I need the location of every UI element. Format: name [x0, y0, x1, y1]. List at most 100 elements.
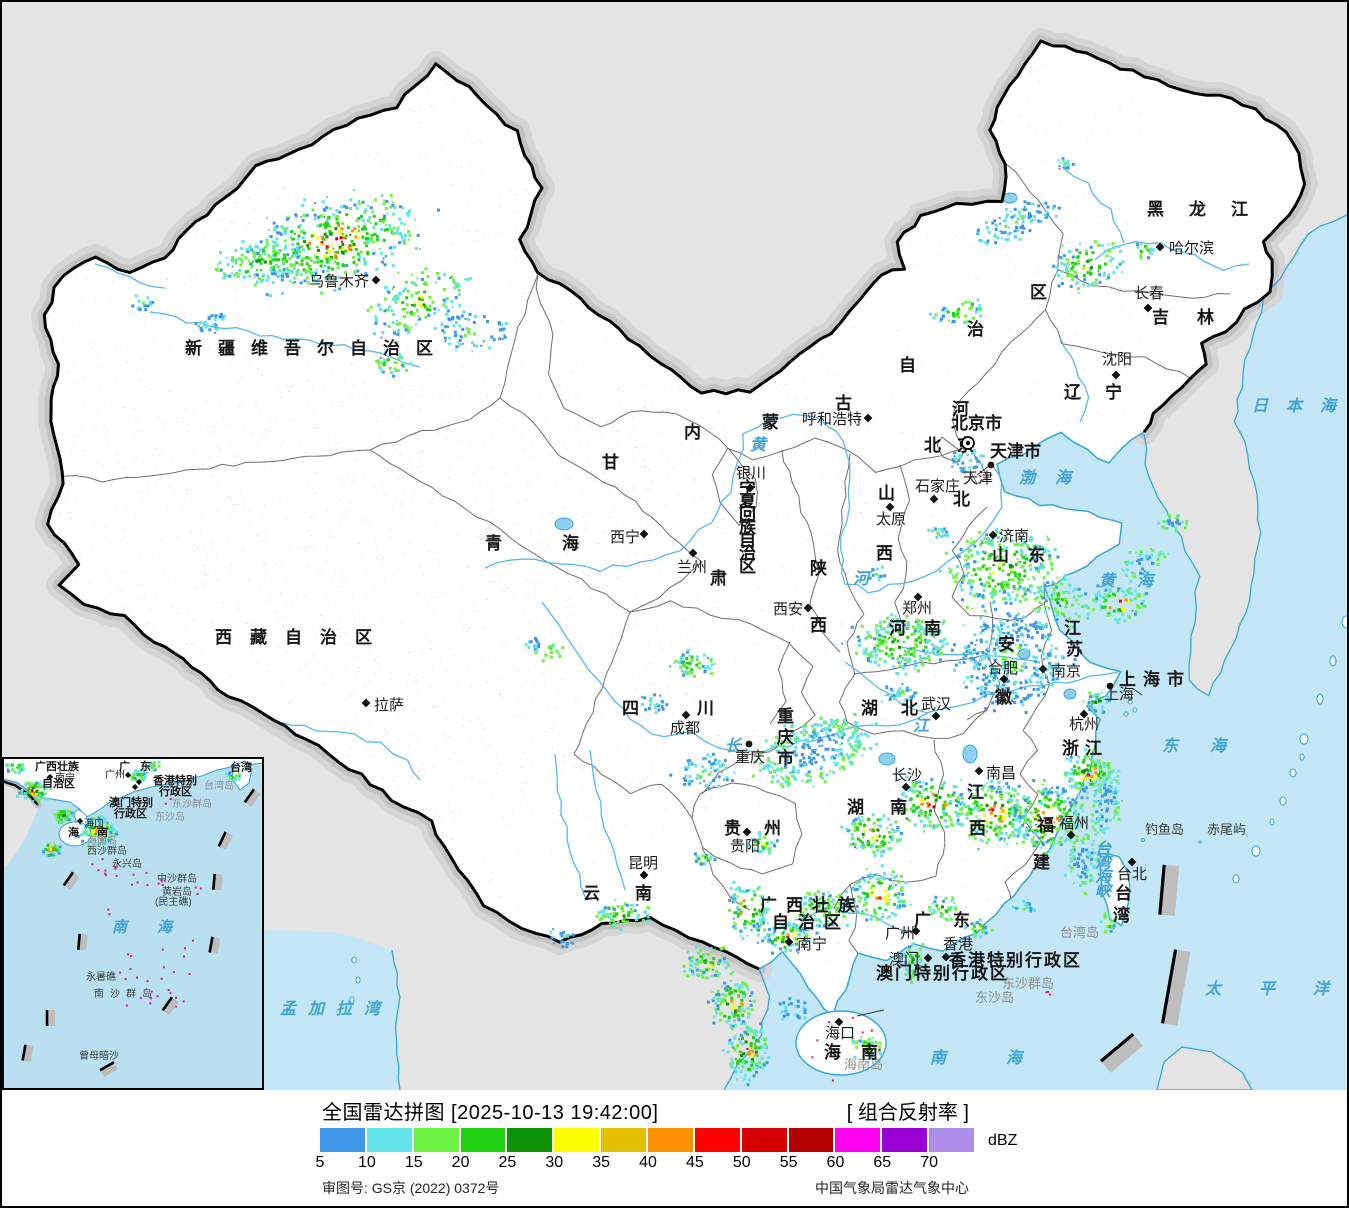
inset-island-label: 永兴岛 — [112, 857, 142, 870]
province-label: 徽 — [994, 687, 1013, 707]
luzon-island — [1156, 1046, 1253, 1090]
inset-region-label: 海 — [68, 825, 79, 839]
sea-label: 江 — [913, 716, 931, 735]
city-marker-dot — [987, 461, 995, 469]
province-label: 天津市 — [990, 441, 1041, 461]
lake — [1063, 688, 1077, 700]
inset-region-label: 广东 — [119, 759, 161, 773]
inset-region-label: 行政区 — [113, 806, 147, 820]
city-marker-diamond — [1066, 830, 1076, 840]
city-label: 香港 — [943, 936, 973, 953]
city-label: 哈尔滨 — [1169, 240, 1214, 257]
colorbar-tick: 60 — [826, 1154, 845, 1171]
colorbar-cell — [882, 1128, 928, 1152]
province-label: 湖北 — [861, 699, 941, 718]
city-marker-diamond — [941, 952, 951, 962]
small-island — [1132, 707, 1138, 713]
colorbar-tick: 25 — [498, 1154, 517, 1171]
inset-island-label: 海南岛 — [87, 834, 117, 847]
radar-echo-layer — [131, 157, 1189, 1087]
city-label: 上海 — [1104, 686, 1134, 703]
province-label: 河 — [952, 400, 969, 419]
product-name: [ 组合反射率 ] — [846, 1102, 969, 1124]
city-label: 天津 — [963, 470, 993, 487]
colorbar-cell — [320, 1128, 365, 1152]
sea-label: 东海 — [1162, 736, 1258, 755]
island-label: 东沙岛 — [975, 990, 1014, 1005]
small-island — [1123, 711, 1129, 717]
province-label: 西 — [810, 616, 827, 635]
province-label: 澳门特别行政区 — [876, 963, 1009, 983]
province-label: 四川 — [622, 699, 772, 718]
colorbar-cell — [835, 1128, 881, 1152]
agency-credit: 中国气象局雷达气象中心 — [815, 1180, 969, 1196]
province-label: 市 — [777, 748, 794, 768]
sea-label: 孟加拉湾 — [280, 999, 392, 1018]
city-label: 海口 — [825, 1025, 855, 1042]
city-label: 长沙 — [892, 767, 922, 784]
city-label: 西安 — [773, 601, 803, 618]
inset-city-label: 南宁 — [55, 771, 75, 784]
sea-label: 太平洋 — [1204, 979, 1347, 998]
sea-label: 峡 — [1095, 881, 1114, 900]
city-label: 呼和浩特 — [802, 411, 862, 428]
city-marker-diamond — [913, 592, 923, 602]
province-label: 河南 — [889, 618, 959, 638]
capital-marker-core — [965, 440, 971, 446]
city-label: 乌鲁木齐 — [309, 273, 369, 290]
colorbar-tick: 35 — [592, 1154, 611, 1171]
province-label: 陕 — [810, 558, 827, 578]
inset-island-label: 台湾岛 — [204, 779, 234, 792]
city-marker-diamond — [1143, 303, 1153, 313]
inset-island-label: 南沙群岛 — [94, 987, 158, 1000]
city-marker-diamond — [803, 603, 813, 613]
sea-label: 湾 — [1095, 853, 1114, 872]
province-label: 蒙 — [762, 412, 779, 432]
province-label: 台 — [1115, 883, 1132, 903]
province-label: 回 — [739, 505, 756, 524]
province-label: 浙江 — [1062, 738, 1108, 758]
sea-label: 日本海 — [1252, 396, 1347, 415]
sea-label: 河 — [853, 569, 872, 588]
city-label: 武汉 — [921, 696, 951, 713]
inset-island-label: 中沙群岛 — [157, 872, 197, 885]
sea-label: 海 — [1095, 867, 1114, 886]
city-marker-diamond — [639, 870, 649, 880]
city-marker-diamond — [911, 926, 921, 936]
inset-island-label: 永暑礁 — [86, 970, 116, 983]
province-label: 苏 — [1066, 639, 1083, 659]
city-label: 郑州 — [902, 600, 932, 617]
small-island — [1289, 768, 1297, 778]
city-marker-diamond — [923, 953, 933, 963]
province-label: 青海 — [485, 533, 639, 553]
small-island — [349, 996, 355, 1004]
province-label: 治 — [739, 543, 756, 563]
province-label: 香港特别行政区 — [949, 950, 1082, 970]
sea-label: 台 — [1095, 839, 1112, 858]
city-marker-diamond — [1079, 709, 1089, 719]
inset-island-label: 黄岩岛 — [162, 885, 192, 898]
city-label: 昆明 — [628, 855, 658, 872]
sea-label: 黄海 — [1099, 571, 1175, 590]
province-label: 族 — [739, 517, 757, 537]
city-marker-diamond — [1111, 370, 1121, 380]
province-label: 海南 — [824, 1042, 898, 1062]
colorbar-tick: 20 — [451, 1154, 470, 1171]
colorbar-cell — [507, 1128, 553, 1152]
province-label: 建 — [1033, 852, 1050, 872]
inset-island-label: 东沙群岛 — [172, 797, 212, 810]
colorbar-cell — [460, 1128, 506, 1152]
reflectivity-colorbar — [320, 1128, 975, 1152]
province-label: 辽宁 — [1064, 382, 1146, 402]
national-border — [42, 39, 1307, 971]
sea-label: 渤海 — [1019, 468, 1091, 487]
myanmar-coastline — [391, 949, 401, 1090]
china-radar-map: 日本海渤海黄海东海南海太平洋孟加拉湾黄河长江台湾海峡台湾岛海南岛东沙群岛东沙岛钓… — [2, 2, 1347, 1090]
small-island — [1198, 840, 1202, 844]
map-review-number: 审图号: GS京 (2022) 0372号 — [322, 1180, 500, 1196]
province-label: 重 — [777, 706, 794, 726]
small-island — [1127, 699, 1133, 705]
province-label: 夏 — [739, 492, 757, 511]
